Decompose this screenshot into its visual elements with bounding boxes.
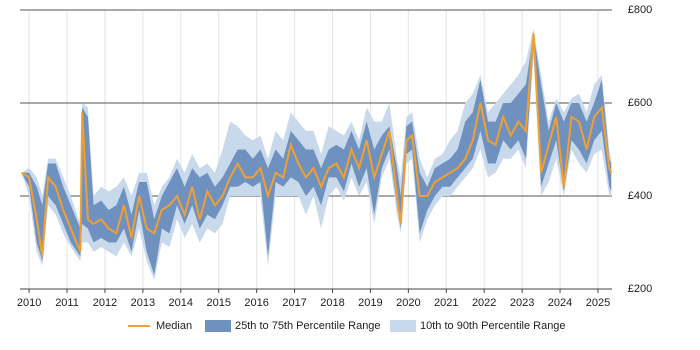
x-tick-label: 2022 [472, 297, 496, 309]
legend-swatch [390, 320, 416, 332]
x-tick-label: 2014 [169, 297, 193, 309]
legend-label: 10th to 90th Percentile Range [420, 320, 566, 332]
x-tick-label: 2021 [434, 297, 458, 309]
x-tick-label: 2017 [282, 297, 306, 309]
x-tick-label: 2010 [17, 297, 41, 309]
legend-label: Median [156, 320, 192, 332]
median-line [20, 33, 613, 257]
x-tick-label: 2025 [586, 297, 610, 309]
x-tick-label: 2019 [358, 297, 382, 309]
y-tick-label: £400 [628, 190, 652, 202]
legend-swatch [205, 320, 231, 332]
x-tick-label: 2018 [320, 297, 344, 309]
y-tick-label: £800 [628, 4, 652, 16]
x-tick-label: 2020 [396, 297, 420, 309]
x-tick-label: 2024 [548, 297, 572, 309]
x-tick-label: 2013 [131, 297, 155, 309]
x-tick-label: 2015 [206, 297, 230, 309]
x-tick-label: 2023 [510, 297, 534, 309]
legend-label: 25th to 75th Percentile Range [235, 320, 381, 332]
x-tick-label: 2012 [93, 297, 117, 309]
y-tick-label: £600 [628, 97, 652, 109]
x-tick-label: 2011 [55, 297, 79, 309]
percentile-band [21, 33, 612, 276]
y-tick-label: £200 [628, 283, 652, 295]
x-tick-label: 2016 [244, 297, 268, 309]
